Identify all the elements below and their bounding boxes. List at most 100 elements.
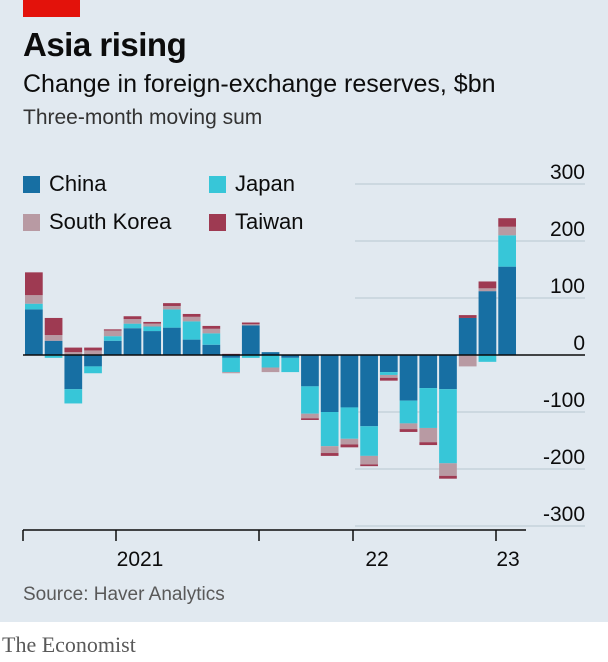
bar-japan	[379, 372, 398, 375]
bar-china	[64, 355, 83, 390]
bar-china	[320, 355, 339, 412]
bar-china	[478, 291, 497, 355]
bar-taiwan	[25, 272, 43, 296]
chart-subtitle: Change in foreign-exchange reserves, $bn	[23, 70, 496, 98]
bar-japan	[103, 336, 122, 341]
legend-swatch-taiwan	[209, 213, 226, 231]
bar-japan	[399, 400, 418, 424]
bar-taiwan	[202, 325, 221, 329]
legend-item-china: China	[23, 171, 107, 196]
bar-japan	[301, 386, 319, 414]
bar-south-korea	[419, 427, 438, 443]
bar-taiwan	[163, 303, 181, 306]
bar-japan	[281, 357, 300, 373]
bar-japan	[320, 412, 339, 447]
bar-japan	[44, 355, 63, 358]
legend-item-south-korea: South Korea	[23, 209, 172, 234]
bar-china	[103, 340, 122, 355]
bar-china	[44, 340, 63, 355]
bar-japan	[143, 326, 162, 332]
bar-south-korea	[44, 335, 63, 341]
bar-south-korea	[458, 355, 477, 367]
bar-taiwan	[301, 418, 319, 420]
y-tick-label: -100	[543, 389, 585, 412]
bar-chart: 300 200 100 0 -100 -200 -300 2021 22 23	[22, 161, 585, 571]
y-tick-label: -300	[543, 503, 585, 526]
legend-label-taiwan: Taiwan	[235, 209, 304, 234]
chart-panel: Asia rising Change in foreign-exchange r…	[0, 0, 608, 622]
bar-china	[498, 266, 516, 355]
bar-japan	[498, 235, 516, 267]
bar-taiwan	[84, 347, 102, 351]
bar-taiwan	[360, 464, 378, 467]
bar-china	[123, 328, 142, 355]
bar-taiwan	[44, 317, 63, 336]
legend-item-japan: Japan	[209, 171, 295, 196]
bar-south-korea	[163, 305, 181, 310]
bar-china	[301, 355, 319, 387]
bar-south-korea	[143, 323, 162, 327]
bar-china	[241, 325, 260, 355]
bar-china	[84, 355, 102, 367]
bar-japan	[439, 389, 457, 464]
bar-taiwan	[123, 316, 142, 320]
bar-south-korea	[320, 446, 339, 454]
bar-south-korea	[202, 328, 221, 334]
bar-south-korea	[182, 316, 201, 322]
bar-japan	[64, 389, 83, 404]
bar-south-korea	[399, 423, 418, 430]
bar-south-korea	[360, 455, 378, 465]
bar-south-korea	[261, 367, 280, 373]
bar-japan	[182, 321, 201, 340]
bar-taiwan	[498, 218, 516, 227]
y-tick-label: 300	[550, 161, 585, 184]
x-tick-label: 2021	[117, 548, 164, 571]
bar-taiwan	[478, 281, 497, 289]
bar-south-korea	[439, 463, 457, 476]
source-note: Source: Haver Analytics	[23, 584, 225, 605]
bar-china	[202, 344, 221, 355]
bar-china	[439, 355, 457, 390]
bar-taiwan	[458, 315, 477, 318]
legend-swatch-south-korea	[23, 213, 40, 231]
chart-title: Asia rising	[23, 26, 187, 63]
bar-china	[419, 355, 438, 389]
bar-south-korea	[103, 330, 122, 337]
legend-label-china: China	[49, 171, 107, 196]
bar-south-korea	[340, 438, 359, 445]
bar-taiwan	[439, 475, 457, 479]
bar-south-korea	[64, 352, 83, 355]
y-tick-label: -200	[543, 446, 585, 469]
bar-japan	[163, 309, 181, 328]
bar-japan	[222, 357, 240, 373]
bar-china	[143, 331, 162, 355]
bar-taiwan	[320, 453, 339, 456]
bar-china	[182, 339, 201, 355]
bar-south-korea	[222, 372, 240, 374]
y-tick-label: 200	[550, 218, 585, 241]
bar-japan	[360, 426, 378, 456]
bar-japan	[25, 303, 43, 310]
bar-taiwan	[182, 313, 201, 317]
brand-red-tag	[23, 0, 80, 17]
bar-japan	[84, 366, 102, 374]
bar-south-korea	[498, 226, 516, 236]
legend-label-south-korea: South Korea	[49, 209, 172, 234]
bar-taiwan	[64, 347, 83, 353]
brand-wordmark: The Economist	[2, 632, 136, 657]
bar-south-korea	[478, 288, 497, 292]
bar-south-korea	[25, 295, 43, 304]
bar-japan	[478, 355, 497, 362]
bar-taiwan	[103, 329, 122, 331]
bar-taiwan	[399, 429, 418, 432]
bar-japan	[123, 323, 142, 329]
legend-item-taiwan: Taiwan	[209, 209, 304, 234]
y-tick-label: 0	[573, 332, 585, 355]
legend-label-japan: Japan	[235, 171, 295, 196]
bar-china	[458, 317, 477, 355]
x-tick-label: 23	[496, 548, 519, 571]
bar-china	[379, 355, 398, 373]
bar-taiwan	[241, 322, 260, 325]
bar-taiwan	[340, 444, 359, 448]
bar-china	[163, 327, 181, 355]
